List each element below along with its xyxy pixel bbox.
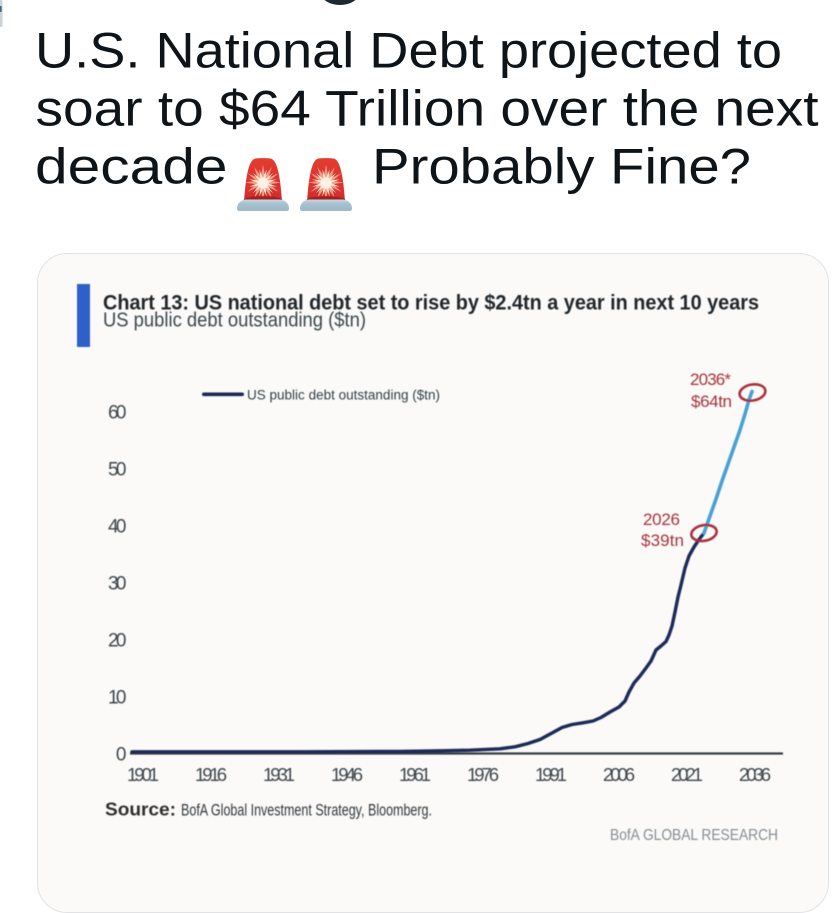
svg-text:1976: 1976 <box>467 764 499 785</box>
svg-text:2036*: 2036* <box>690 370 731 389</box>
svg-text:1931: 1931 <box>263 764 295 785</box>
svg-text:U.S. National Debt projected t: U.S. National Debt projected to <box>35 23 782 79</box>
svg-text:2021: 2021 <box>671 764 703 785</box>
svg-text:1946: 1946 <box>331 764 363 785</box>
svg-text:Probably Fine?: Probably Fine? <box>372 139 751 195</box>
svg-text:10: 10 <box>108 687 127 708</box>
svg-text:0: 0 <box>116 744 127 765</box>
svg-text:1961: 1961 <box>399 764 431 785</box>
svg-text:1916: 1916 <box>195 764 227 785</box>
svg-text:BofA GLOBAL RESEARCH: BofA GLOBAL RESEARCH <box>610 827 778 844</box>
svg-text:1901: 1901 <box>127 764 159 785</box>
svg-text:$39tn: $39tn <box>641 531 684 550</box>
svg-text:1991: 1991 <box>535 764 567 785</box>
svg-text:2036: 2036 <box>739 764 771 785</box>
svg-text:60: 60 <box>108 402 127 423</box>
svg-text:decade: decade <box>35 139 228 195</box>
svg-text:20: 20 <box>108 630 127 651</box>
svg-text:BofA Global Investment Strateg: BofA Global Investment Strategy, Bloombe… <box>181 801 432 820</box>
svg-text:Chart 13: US national debt set: Chart 13: US national debt set to rise b… <box>103 292 759 315</box>
svg-text:30: 30 <box>108 573 127 594</box>
svg-text:US public debt outstanding ($t: US public debt outstanding ($tn) <box>247 388 440 403</box>
svg-text:50: 50 <box>108 459 127 480</box>
svg-text:$64tn: $64tn <box>691 392 732 411</box>
svg-text:US public debt outstanding ($t: US public debt outstanding ($tn) <box>103 309 366 332</box>
svg-text:soar to $64 Trillion over the: soar to $64 Trillion over the next <box>36 81 819 137</box>
svg-text:40: 40 <box>108 516 127 537</box>
svg-text:2026: 2026 <box>643 510 680 529</box>
svg-text:Source:: Source: <box>105 800 176 820</box>
svg-text:2006: 2006 <box>603 764 635 785</box>
